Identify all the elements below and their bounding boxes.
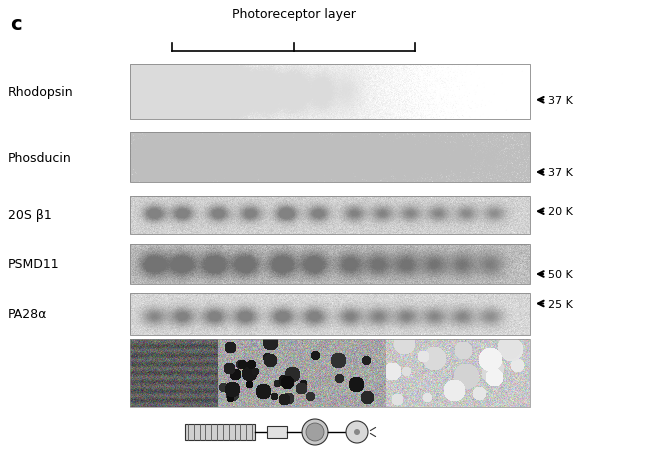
Circle shape bbox=[302, 419, 328, 445]
Text: 50 K: 50 K bbox=[548, 269, 573, 279]
Text: PSMD11: PSMD11 bbox=[8, 258, 60, 271]
Bar bbox=[267, 426, 287, 438]
Text: 37 K: 37 K bbox=[548, 96, 573, 106]
Text: 25 K: 25 K bbox=[548, 299, 573, 309]
Bar bbox=[130, 293, 530, 335]
Bar bbox=[130, 133, 530, 183]
Bar bbox=[130, 65, 530, 120]
Text: 20 K: 20 K bbox=[548, 207, 573, 217]
Text: Rhodopsin: Rhodopsin bbox=[8, 86, 73, 99]
Circle shape bbox=[306, 423, 324, 441]
Circle shape bbox=[346, 421, 368, 443]
Circle shape bbox=[354, 429, 360, 435]
Text: 37 K: 37 K bbox=[548, 168, 573, 178]
Text: 20S β1: 20S β1 bbox=[8, 209, 52, 222]
Bar bbox=[130, 244, 530, 285]
Text: c: c bbox=[10, 15, 21, 34]
Bar bbox=[185, 424, 255, 440]
Bar bbox=[130, 197, 530, 235]
Text: Photoreceptor layer: Photoreceptor layer bbox=[231, 8, 356, 21]
Text: Phosducin: Phosducin bbox=[8, 151, 72, 164]
Bar bbox=[130, 339, 530, 407]
Text: PA28α: PA28α bbox=[8, 308, 47, 321]
